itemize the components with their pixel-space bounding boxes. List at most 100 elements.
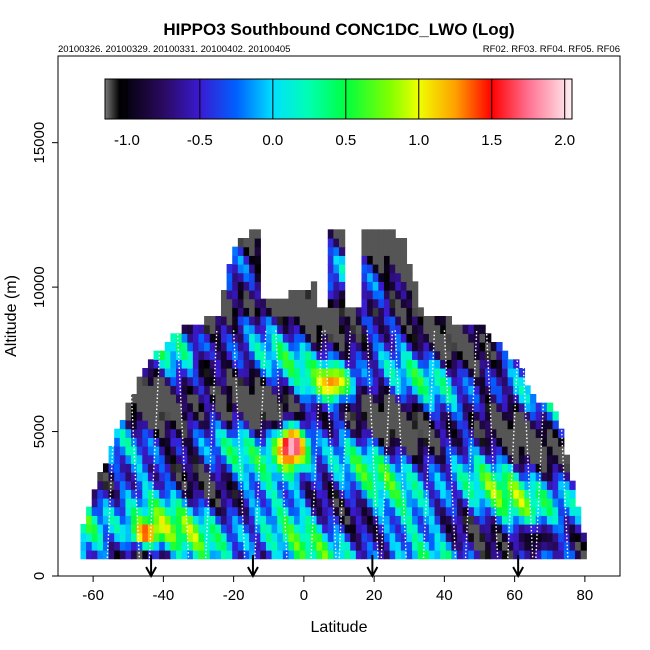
heatmap-cell bbox=[316, 324, 323, 334]
heatmap-cell bbox=[378, 463, 385, 473]
heatmap-cell bbox=[372, 472, 379, 482]
heatmap-cell bbox=[513, 437, 520, 447]
heatmap-cell bbox=[457, 350, 464, 360]
heatmap-cell bbox=[479, 411, 486, 421]
heatmap-cell bbox=[170, 524, 177, 534]
heatmap-cell bbox=[569, 498, 576, 508]
heatmap-cell bbox=[473, 359, 481, 369]
heatmap-cell bbox=[339, 472, 346, 482]
heatmap-cell bbox=[288, 420, 295, 430]
heatmap-cell bbox=[400, 402, 408, 412]
heatmap-cell bbox=[378, 307, 385, 317]
heatmap-cell bbox=[249, 255, 256, 265]
heatmap-cell bbox=[265, 342, 273, 352]
heatmap-cell bbox=[164, 342, 171, 352]
heatmap-cell bbox=[243, 394, 250, 404]
heatmap-cell bbox=[485, 420, 492, 430]
heatmap-cell bbox=[524, 550, 531, 560]
heatmap-cell bbox=[204, 385, 211, 395]
heatmap-cell bbox=[530, 454, 537, 464]
heatmap-cell bbox=[355, 454, 363, 464]
heatmap-cell bbox=[344, 532, 351, 542]
heatmap-cell bbox=[530, 402, 537, 412]
heatmap-cell bbox=[215, 480, 222, 490]
heatmap-cell bbox=[367, 472, 374, 482]
heatmap-cell bbox=[350, 376, 357, 386]
heatmap-cell bbox=[546, 541, 554, 551]
heatmap-cell bbox=[535, 506, 542, 516]
heatmap-cell bbox=[423, 411, 430, 421]
heatmap-cell bbox=[333, 376, 340, 386]
heatmap-cell bbox=[558, 472, 565, 482]
heatmap-cell bbox=[265, 376, 273, 386]
heatmap-cell bbox=[507, 368, 514, 378]
heatmap-cell bbox=[159, 437, 166, 447]
heatmap-cell bbox=[243, 324, 250, 334]
heatmap-cell bbox=[406, 541, 413, 551]
heatmap-cell bbox=[136, 446, 143, 456]
heatmap-cell bbox=[479, 402, 486, 412]
heatmap-cell bbox=[378, 437, 385, 447]
heatmap-cell bbox=[451, 550, 458, 560]
heatmap-cell bbox=[518, 472, 526, 482]
heatmap-cell bbox=[181, 446, 188, 456]
heatmap-cell bbox=[350, 446, 357, 456]
heatmap-cell bbox=[299, 402, 306, 412]
heatmap-cell bbox=[260, 342, 267, 352]
heatmap-cell bbox=[192, 333, 200, 343]
heatmap-cell bbox=[417, 489, 424, 499]
heatmap-cell bbox=[367, 264, 374, 274]
heatmap-cell bbox=[114, 524, 121, 534]
heatmap-cell bbox=[440, 506, 447, 516]
heatmap-cell bbox=[209, 333, 216, 343]
heatmap-cell bbox=[563, 550, 571, 560]
heatmap-cell bbox=[232, 368, 239, 378]
heatmap-cell bbox=[220, 359, 228, 369]
heatmap-cell bbox=[513, 472, 520, 482]
heatmap-cell bbox=[423, 350, 430, 360]
heatmap-cell bbox=[518, 515, 526, 525]
heatmap-cell bbox=[383, 359, 391, 369]
heatmap-cell bbox=[440, 376, 447, 386]
heatmap-cell bbox=[260, 307, 267, 317]
heatmap-cell bbox=[378, 420, 385, 430]
heatmap-cell bbox=[400, 368, 408, 378]
heatmap-cell bbox=[457, 446, 464, 456]
heatmap-cell bbox=[412, 359, 419, 369]
heatmap-cell bbox=[423, 550, 430, 560]
heatmap-cell bbox=[142, 368, 149, 378]
heatmap-cell bbox=[434, 532, 441, 542]
heatmap-cell bbox=[187, 541, 194, 551]
heatmap-cell bbox=[215, 532, 222, 542]
heatmap-cell bbox=[530, 506, 537, 516]
heatmap-cell bbox=[327, 255, 334, 265]
heatmap-cell bbox=[490, 342, 497, 352]
heatmap-cell bbox=[361, 394, 368, 404]
heatmap-cell bbox=[294, 316, 301, 326]
heatmap-cell bbox=[305, 463, 312, 473]
heatmap-cell bbox=[563, 454, 571, 464]
heatmap-cell bbox=[136, 463, 143, 473]
heatmap-cell bbox=[294, 324, 301, 334]
heatmap-cell bbox=[316, 411, 323, 421]
heatmap-cell bbox=[316, 307, 323, 317]
heatmap-cell bbox=[434, 480, 441, 490]
heatmap-cell bbox=[102, 515, 110, 525]
heatmap-cell bbox=[305, 506, 312, 516]
heatmap-cell bbox=[417, 524, 424, 534]
heatmap-cell bbox=[215, 454, 222, 464]
heatmap-cell bbox=[428, 446, 436, 456]
heatmap-cell bbox=[119, 454, 127, 464]
heatmap-cell bbox=[192, 463, 200, 473]
heatmap-cell bbox=[423, 324, 430, 334]
heatmap-cell bbox=[153, 541, 160, 551]
heatmap-cell bbox=[327, 229, 334, 239]
heatmap-cell bbox=[153, 532, 160, 542]
heatmap-cell bbox=[423, 472, 430, 482]
heatmap-cell bbox=[462, 489, 469, 499]
heatmap-cell bbox=[496, 524, 503, 534]
heatmap-cell bbox=[322, 428, 329, 438]
heatmap-cell bbox=[485, 385, 492, 395]
heatmap-cell bbox=[524, 428, 531, 438]
heatmap-cell bbox=[372, 454, 379, 464]
